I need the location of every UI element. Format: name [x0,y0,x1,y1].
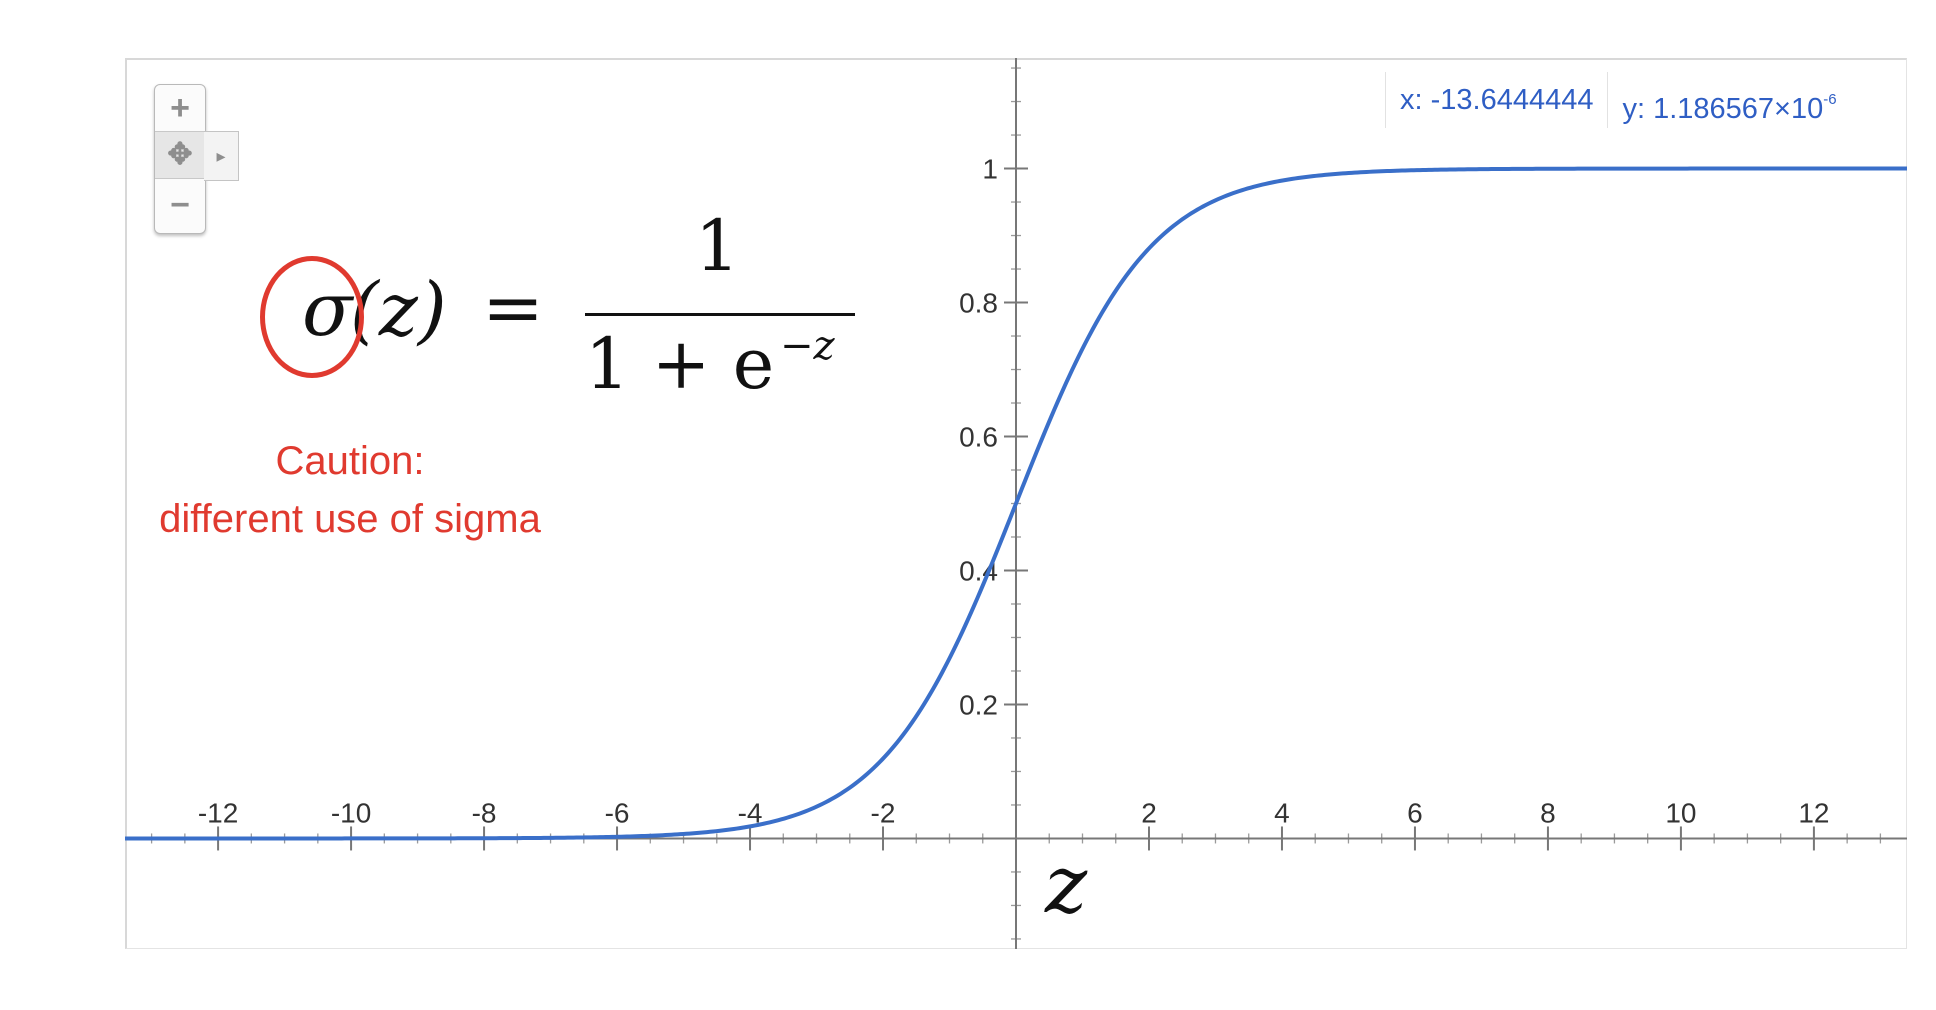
y-coordinate-mantissa: y: 1.186567×10 [1622,93,1824,125]
series-line-sigmoid [125,166,1907,841]
move-arrows-icon: ✥ [167,138,193,171]
y-tick-label: 1 [982,154,998,185]
formula-denominator-exponent: −z [780,323,835,369]
x-tick-label: 8 [1540,797,1556,828]
x-axis-label: z [1045,838,1088,931]
sigma-highlight-circle [260,256,364,378]
y-tick-group: 0.20.40.60.81 [959,154,1028,720]
x-coordinate-readout: x: -13.6444444 [1385,72,1607,128]
zoom-out-button[interactable]: − [155,179,205,231]
x-tick-label: 4 [1274,797,1290,828]
caution-annotation: Caution: different use of sigma [120,432,580,548]
y-coordinate-readout: y: 1.186567×10-6 [1607,72,1850,128]
x-tick-label: -10 [331,797,371,828]
caution-line-1: Caution: [275,439,425,483]
x-tick-label: 12 [1798,797,1829,828]
fraction-bar [585,313,855,316]
x-tick-label: -6 [605,797,630,828]
x-tick-label: -12 [198,797,238,828]
x-tick-label: 6 [1407,797,1423,828]
pan-button[interactable]: ✥ [155,132,205,179]
sigmoid-formula: σ (z) = 1 1 + e −z [240,205,880,415]
y-tick-label: 0.6 [959,422,998,453]
x-tick-label: -2 [871,797,896,828]
caution-line-2: different use of sigma [159,497,541,541]
pan-expand-button[interactable]: ▸ [204,131,239,181]
formula-argument: (z) [350,267,447,353]
x-tick-label: 10 [1665,797,1696,828]
caret-right-icon: ▸ [216,146,226,166]
y-tick-label: 0.2 [959,689,998,720]
y-tick-label: 0.8 [959,288,998,319]
coordinate-readout: x: -13.6444444 y: 1.186567×10-6 [1385,72,1851,128]
zoom-control: + ✥ − [154,84,206,234]
formula-denominator: 1 + e [585,323,775,405]
formula-numerator: 1 [695,205,740,287]
x-tick-group: -12 -10 -8 -6 -4 -2 2 4 6 8 10 12 [198,797,1829,851]
formula-equals: = [482,265,545,351]
x-tick-label: -8 [472,797,497,828]
x-tick-label: 2 [1141,797,1157,828]
minus-icon: − [170,186,190,224]
y-coordinate-exponent: -6 [1823,91,1837,108]
plus-icon: + [170,89,190,127]
zoom-in-button[interactable]: + [155,85,205,132]
